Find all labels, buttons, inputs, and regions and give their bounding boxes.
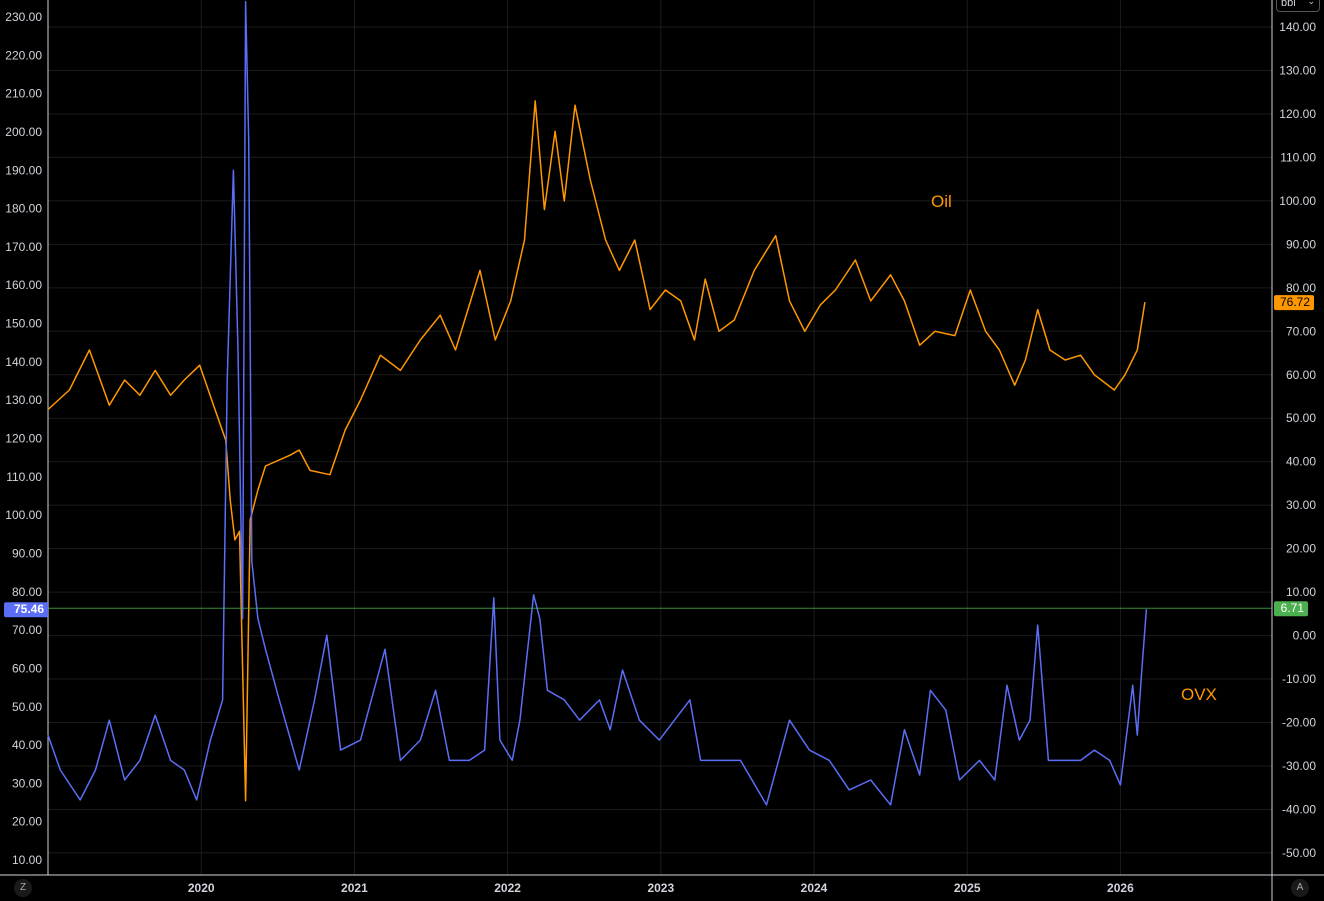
x-tick-label: 2022	[494, 881, 521, 895]
left-tick-label: 100.00	[5, 508, 42, 522]
right-tick-label: 70.00	[1286, 324, 1316, 338]
left-tick-label: 10.00	[12, 853, 42, 867]
right-tick-label: 20.00	[1286, 542, 1316, 556]
right-tick-label: 80.00	[1286, 281, 1316, 295]
right-tick-label: 50.00	[1286, 411, 1316, 425]
left-tick-label: 50.00	[12, 700, 42, 714]
last-value-label-oil: 76.72	[1280, 295, 1310, 309]
right-axis: 140.00 130.00 120.00 110.00 100.00 90.00 80.00…	[1279, 20, 1316, 860]
unit-dropdown-label: bbl	[1281, 0, 1296, 9]
right-tick-label: 110.00	[1280, 150, 1316, 164]
left-tick-label: 210.00	[5, 87, 42, 101]
left-tick-label: 140.00	[5, 355, 42, 369]
x-tick-label: 2025	[954, 881, 981, 895]
left-tick-label: 40.00	[12, 738, 42, 752]
left-tick-label: 180.00	[5, 202, 42, 216]
left-tick-label: 120.00	[5, 432, 42, 446]
x-axis: 2020 2021 2022 2023 2024 2025 2026	[188, 881, 1134, 895]
crosshair-value-badge	[1274, 601, 1308, 617]
series-layer	[47, 0, 1148, 806]
left-tick-label: 170.00	[5, 240, 42, 254]
left-tick-label: 220.00	[5, 48, 42, 62]
left-tick-label: 70.00	[12, 623, 42, 637]
crosshair-value-label: 6.71	[1281, 601, 1305, 615]
last-value-badge-ovx	[4, 602, 48, 618]
series-line-oil	[47, 100, 1146, 802]
left-tick-label: 90.00	[12, 546, 42, 560]
right-tick-label: 120.00	[1279, 107, 1316, 121]
chevron-down-icon: ⌄	[1307, 0, 1315, 6]
left-tick-label: 130.00	[5, 393, 42, 407]
left-tick-label: 60.00	[12, 661, 42, 675]
last-value-badge-oil	[1274, 295, 1314, 311]
left-tick-label: 20.00	[12, 815, 42, 829]
left-tick-label: 80.00	[12, 585, 42, 599]
right-tick-label: -10.00	[1282, 672, 1316, 686]
grid	[48, 0, 1272, 875]
x-tick-label: 2024	[801, 881, 828, 895]
x-tick-label: 2023	[647, 881, 674, 895]
left-axis: 230.00 220.00 210.00 200.00 190.00 180.00 170.…	[5, 10, 42, 867]
right-tick-label: 130.00	[1279, 63, 1316, 77]
right-tick-label: -20.00	[1282, 716, 1316, 730]
unit-dropdown[interactable]: bbl ⌄	[1276, 0, 1320, 12]
oil-label: Oil	[931, 192, 952, 211]
right-tick-label: 60.00	[1286, 368, 1316, 382]
right-tick-label: 90.00	[1286, 237, 1316, 251]
right-tick-label: 0.00	[1293, 629, 1317, 643]
left-tick-label: 110.00	[6, 470, 42, 484]
left-tick-label: 200.00	[5, 125, 42, 139]
right-tick-label: -30.00	[1282, 759, 1316, 773]
ovx-label: OVX	[1181, 685, 1217, 704]
auto-scale-button[interactable]: A	[1291, 879, 1309, 897]
right-tick-label: 40.00	[1286, 455, 1316, 469]
right-tick-label: 100.00	[1279, 194, 1316, 208]
x-tick-label: 2021	[341, 881, 368, 895]
x-tick-label: 2020	[188, 881, 215, 895]
left-tick-label: 160.00	[5, 278, 42, 292]
right-tick-label: -50.00	[1282, 846, 1316, 860]
last-value-label-ovx: 75.46	[14, 602, 44, 616]
right-tick-label: 10.00	[1286, 585, 1316, 599]
right-tick-label: 140.00	[1279, 20, 1316, 34]
right-tick-label: -40.00	[1282, 802, 1316, 816]
left-tick-label: 230.00	[5, 10, 42, 24]
left-tick-label: 30.00	[12, 776, 42, 790]
price-labels: 76.72 75.46 6.71	[4, 295, 1314, 618]
series-line-ovx	[47, 0, 1148, 806]
left-tick-label: 150.00	[5, 317, 42, 331]
left-tick-label: 190.00	[5, 163, 42, 177]
zoom-toggle-button[interactable]: Z	[14, 879, 32, 897]
x-tick-label: 2026	[1107, 881, 1134, 895]
right-tick-label: 30.00	[1286, 498, 1316, 512]
